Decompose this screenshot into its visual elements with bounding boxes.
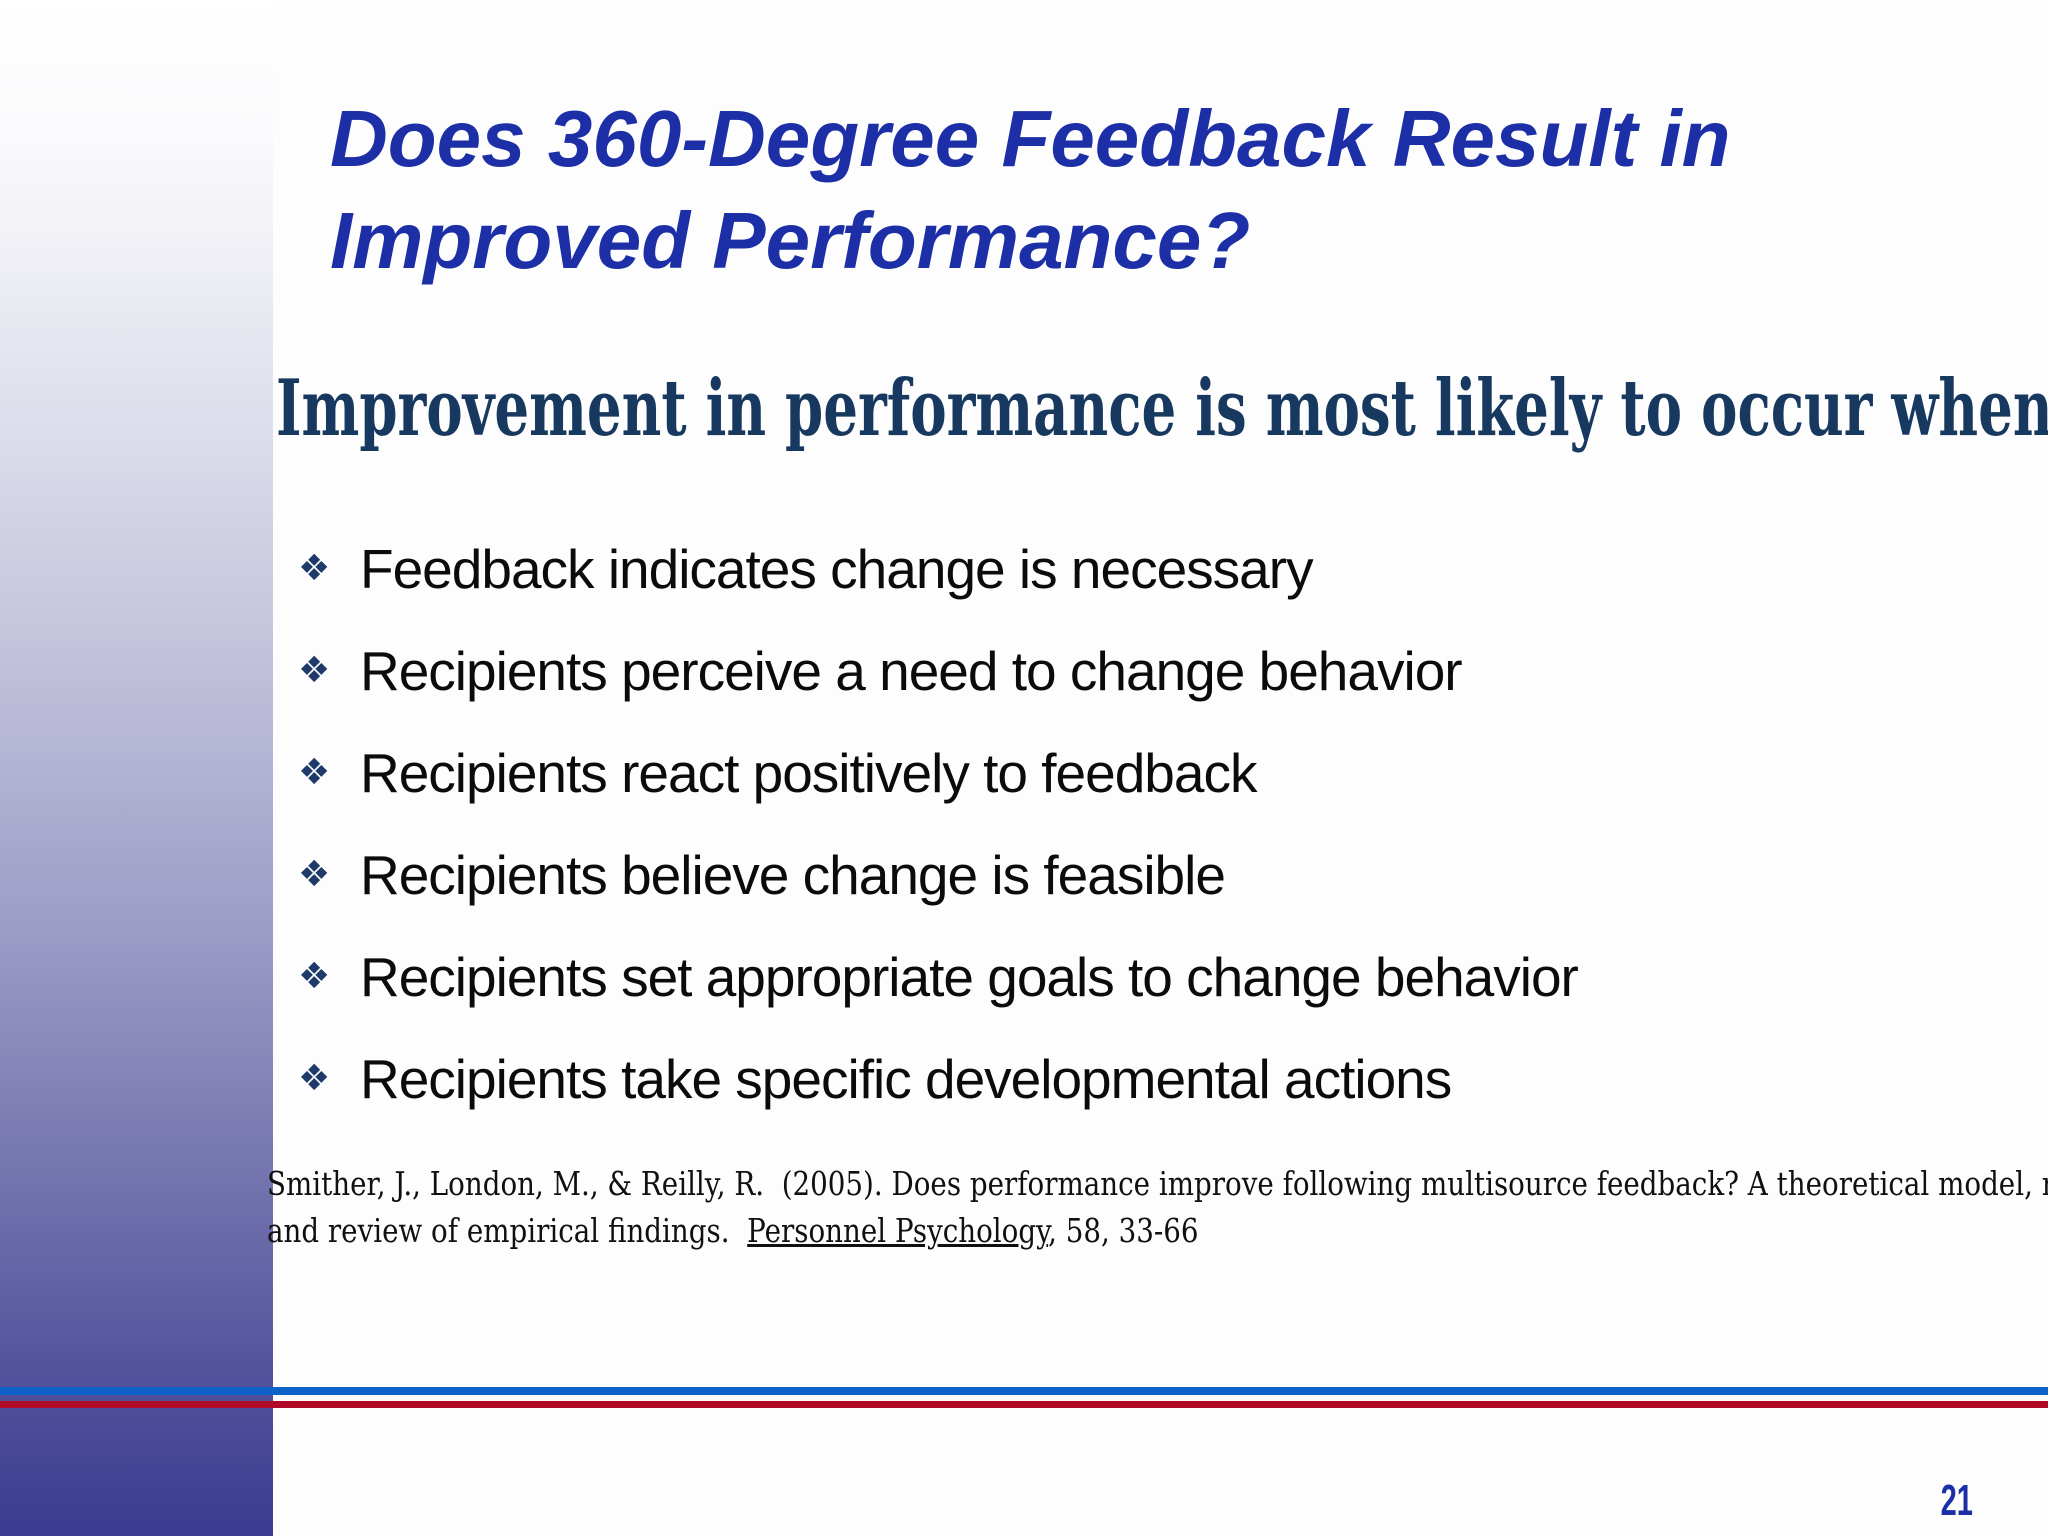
sidebar-gradient — [0, 0, 273, 1536]
slide-subtitle: Improvement in performance is most likel… — [276, 363, 2048, 454]
citation: Smither, J., London, M., & Reilly, R. (2… — [267, 1160, 2048, 1254]
page-title: Does 360-Degree Feedback Result in Improv… — [330, 88, 1731, 292]
title-line-1: Does 360-Degree Feedback Result in — [330, 94, 1731, 183]
list-item: ❖ Recipients set appropriate goals to ch… — [298, 926, 1579, 1028]
citation-volume-pages: , 58, 33-66 — [1048, 1211, 1199, 1250]
bullet-list: ❖ Feedback indicates change is necessary… — [298, 518, 1579, 1130]
list-item: ❖ Recipients react positively to feedbac… — [298, 722, 1578, 824]
blue-accent-line — [0, 1387, 2048, 1395]
diamond-bullet-icon: ❖ — [298, 548, 331, 589]
diamond-bullet-icon: ❖ — [298, 752, 331, 793]
diamond-bullet-icon: ❖ — [298, 854, 331, 895]
list-item: ❖ Feedback indicates change is necessary — [298, 518, 1578, 620]
diamond-bullet-icon: ❖ — [298, 1058, 331, 1099]
title-line-2: Improved Performance? — [330, 196, 1251, 285]
bullet-text: Recipients believe change is feasible — [360, 844, 1226, 906]
list-item: ❖ Recipients perceive a need to change b… — [298, 620, 1578, 722]
journal-title: Personnel Psychology — [747, 1211, 1049, 1250]
citation-line-2-text: and review of empirical findings. — [267, 1211, 748, 1250]
bullet-text: Recipients perceive a need to change beh… — [360, 640, 1463, 702]
diamond-bullet-icon: ❖ — [298, 650, 331, 691]
red-accent-line — [0, 1401, 2048, 1408]
page-number: 21 — [1940, 1476, 1973, 1525]
list-item: ❖ Recipients believe change is feasible — [298, 824, 1578, 926]
bullet-text: Feedback indicates change is necessary — [360, 538, 1314, 600]
diamond-bullet-icon: ❖ — [298, 956, 331, 997]
citation-line-1: Smither, J., London, M., & Reilly, R. (2… — [267, 1164, 2048, 1203]
bullet-text: Recipients set appropriate goals to chan… — [360, 946, 1579, 1008]
bullet-text: Recipients take specific developmental a… — [360, 1048, 1452, 1110]
list-item: ❖ Recipients take specific developmental… — [298, 1028, 1578, 1130]
bullet-text: Recipients react positively to feedback — [360, 742, 1257, 804]
